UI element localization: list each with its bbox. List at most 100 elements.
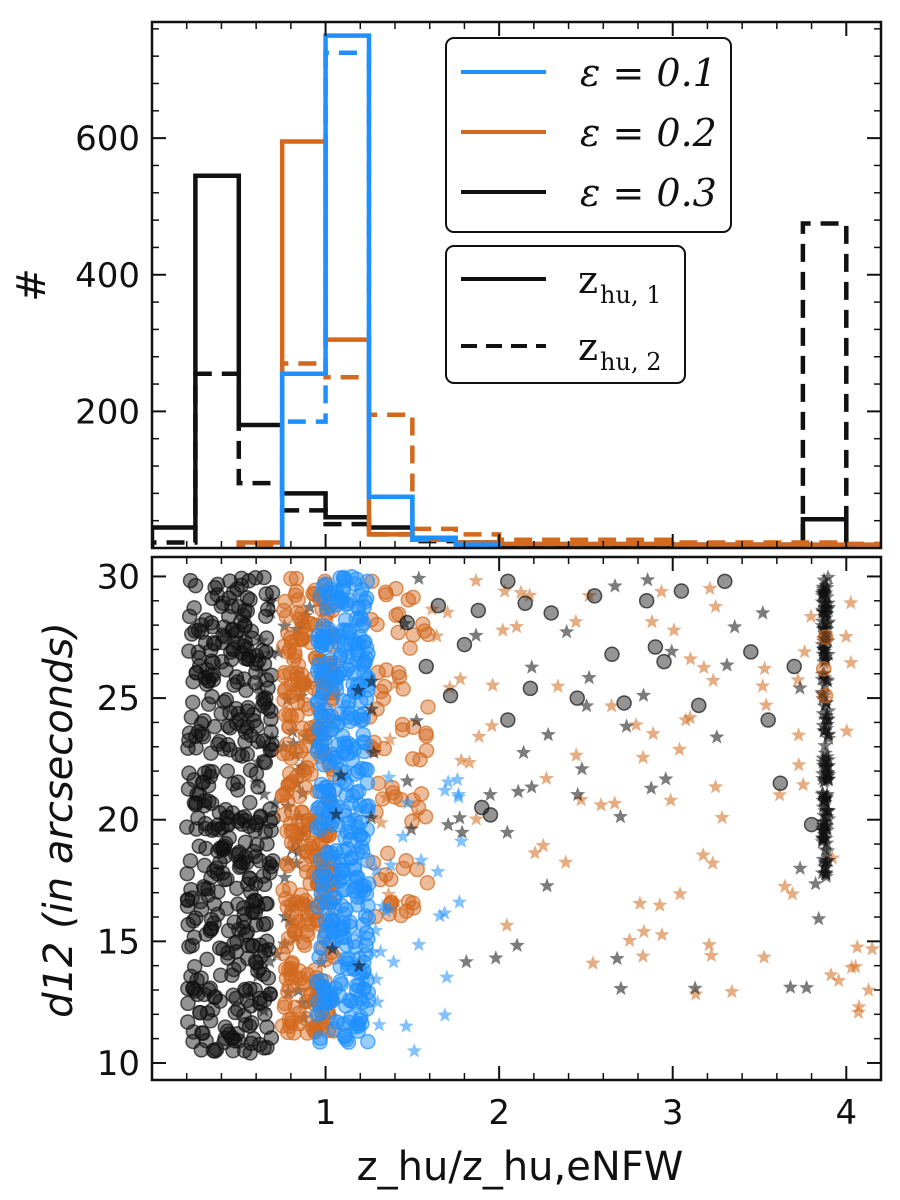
scatter-point-circle [247,982,263,998]
scatter-point-star [550,678,566,693]
scatter-point-star [795,776,811,792]
scatter-point-circle [209,906,226,923]
scatter-point-star [288,896,304,911]
legend-epsilon: ε = 0.1 ε = 0.2 ε = 0.3 [445,37,732,233]
scatter-point-star [817,643,833,658]
scatter-point-star [380,886,397,901]
scatter-point-circle [181,938,197,955]
scatter-point-circle [315,864,332,880]
bot-ytick-label: 25 [97,679,140,719]
scatter-point-star [820,752,837,767]
scatter-point-star [672,886,688,901]
scatter-point-circle [405,589,421,606]
scatter-point-star [705,855,721,870]
scatter-point-circle [500,573,516,590]
scatter-point-star [640,572,656,587]
scatter-point-star [558,854,574,869]
scatter-point-star [678,712,694,727]
scatter-point-star [371,1016,387,1032]
scatter-point-star [263,604,279,619]
scatter-point-circle [357,735,373,751]
scatter-point-star [249,999,265,1014]
scatter-point-star [820,768,836,783]
scatter-point-circle [312,851,329,868]
scatter-point-star [252,735,268,751]
hist-series-3 [236,361,881,548]
scatter-point-star [468,811,484,826]
scatter-point-circle [586,588,603,604]
scatter-point-star [452,671,468,686]
scatter-point-star [579,698,595,713]
scatter-point-circle [398,853,414,869]
scatter-point-star [452,809,468,825]
scatter-point-star [851,998,867,1014]
scatter-point-star [253,632,269,648]
histogram-panel: 200 400 600 # ε = 0.1 ε = 0.2 ε = 0.3 zhu,… [9,20,883,550]
scatter-point-circle [238,926,254,943]
scatter-point-star [772,786,788,802]
bot-xtick-label: 1 [315,1093,337,1133]
scatter-point-circle [196,880,213,897]
scatter-point-star [499,917,515,932]
scatter-point-circle [218,900,235,917]
bottom-y-axis-label: d12 (in arcseconds) [36,622,82,1018]
scatter-point-star [298,728,314,744]
scatter-point-star [819,606,835,621]
scatter-point-star [363,810,379,825]
scatter-point-star [468,572,484,588]
scatter-point-circle [288,570,305,587]
scatter-point-star [585,955,601,970]
scatter-point-star [388,894,404,909]
scatter-point-star [791,757,807,772]
scatter-point-star [264,645,280,661]
scatter-point-circle [186,600,202,616]
scatter-point-star [429,628,445,643]
scatter-point-circle [193,901,210,918]
scatter-point-circle [191,838,208,854]
scatter-point-circle [278,890,294,907]
scatter-point-star [816,633,832,648]
scatter-point-circle [378,586,394,603]
scatter-point-star [814,684,830,699]
scatter-point-star [411,570,427,585]
bot-ytick-label: 30 [97,557,140,597]
scatter-point-circle [242,1045,258,1061]
scatter-point-circle [500,712,516,728]
scatter-point-circle [258,915,274,932]
scatter-point-star [409,807,425,822]
scatter-point-circle [230,813,247,830]
scatter-point-star [437,782,453,797]
scatter-point-circle [242,794,258,811]
scatter-point-star [284,841,300,856]
scatter-point-circle [199,951,215,968]
scatter-point-star [364,701,380,716]
scatter-point-star [758,697,774,712]
scatter-point-star [695,847,711,862]
scatter-point-star [819,672,835,687]
scatter-point-circle [211,821,227,838]
scatter-point-star [636,923,652,939]
scatter-point-star [782,979,798,994]
scatter-point-star [714,809,730,825]
scatter-point-star [724,983,740,999]
scatter-point-circle [256,1040,272,1056]
scatter-point-circle [522,680,539,697]
scatter-point-circle [291,1015,307,1032]
scatter-point-circle [183,881,199,898]
scatter-point-circle [517,595,533,611]
scatter-point-star [820,711,836,726]
scatter-point-star [381,769,397,784]
scatter-point-circle [252,808,269,824]
scatter-point-circle [220,950,236,966]
scatter-point-star [816,792,832,808]
scatter-point-circle [342,745,359,761]
scatter-point-circle [353,877,370,894]
scatter-point-circle [226,914,243,931]
scatter-point-circle [278,856,295,872]
scatter-point-circle [336,570,352,587]
scatter-point-star [593,797,609,812]
scatter-point-star [568,747,584,762]
scatter-point-star [279,691,295,707]
scatter-point-star [703,947,719,963]
scatter-point-star [368,971,384,986]
